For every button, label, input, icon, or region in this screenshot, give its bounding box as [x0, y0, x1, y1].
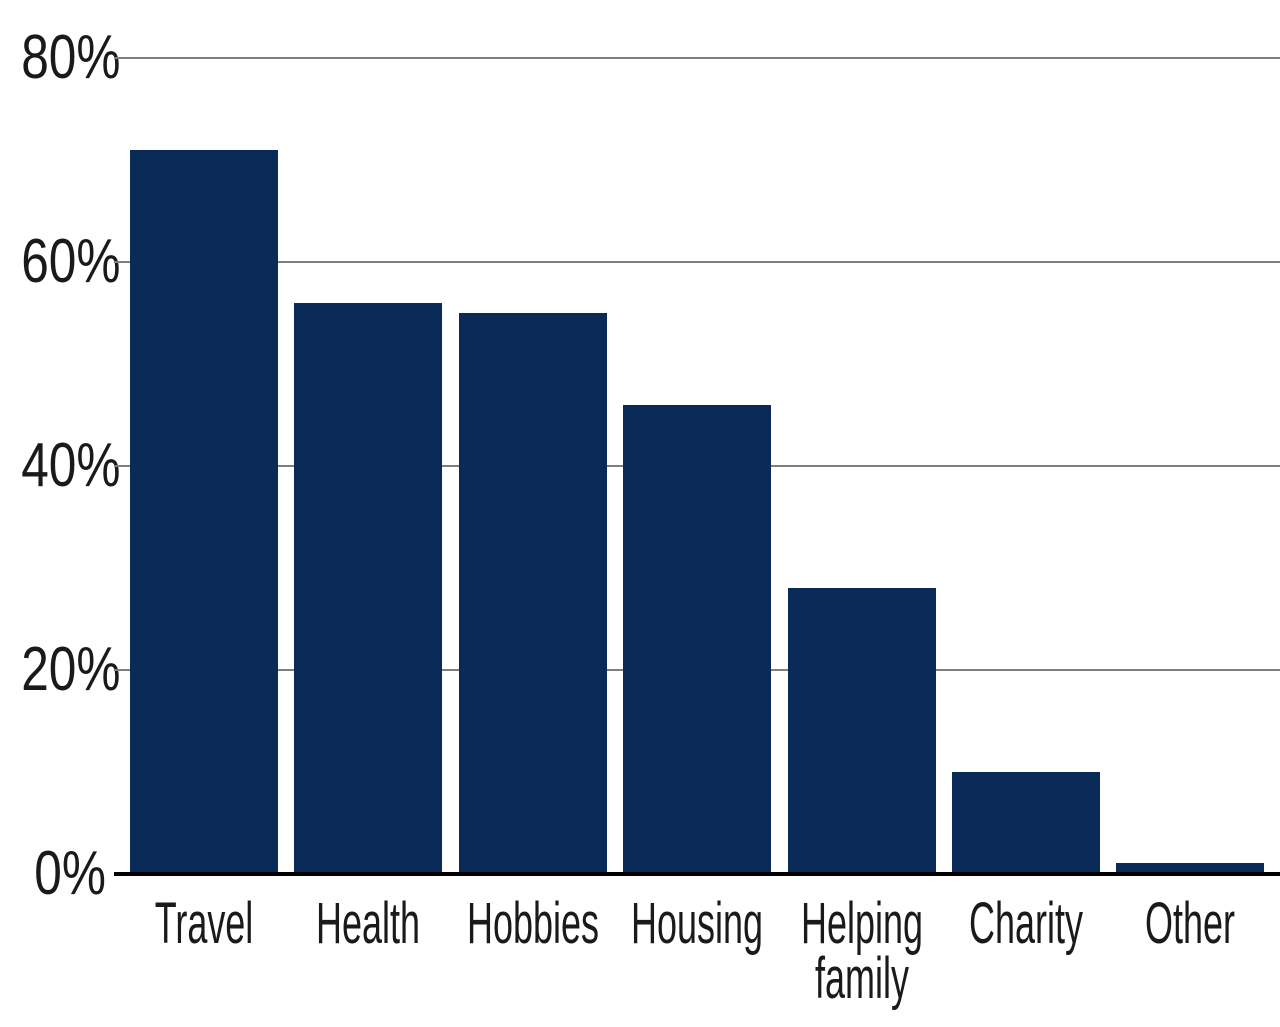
- bar-travel: [130, 150, 278, 875]
- x-axis-line: [114, 872, 1280, 876]
- x-tick-label-travel: Travel: [154, 891, 254, 956]
- y-tick-label: 40%: [21, 430, 121, 500]
- y-tick-label: 60%: [21, 227, 121, 297]
- bar-other: [1116, 863, 1265, 875]
- y-tick-label: 20%: [21, 634, 121, 704]
- y-tick-label: 0%: [34, 838, 106, 908]
- x-tick-label-charity: Charity: [969, 891, 1083, 956]
- gridline: [114, 57, 1280, 60]
- x-tick-label-helping-family: Helping family: [800, 891, 923, 1011]
- bar-housing: [623, 404, 772, 875]
- bar-charity: [952, 771, 1100, 875]
- gridline: [114, 261, 1280, 264]
- x-tick-label-hobbies: Hobbies: [466, 891, 599, 956]
- x-tick-label-other: Other: [1145, 891, 1236, 956]
- x-tick-label-health: Health: [316, 891, 421, 956]
- bar-helping-family: [787, 588, 936, 875]
- bar-hobbies: [458, 313, 607, 875]
- y-tick-label: 80%: [21, 23, 121, 93]
- bar-health: [294, 302, 443, 875]
- x-tick-label-housing: Housing: [631, 891, 764, 956]
